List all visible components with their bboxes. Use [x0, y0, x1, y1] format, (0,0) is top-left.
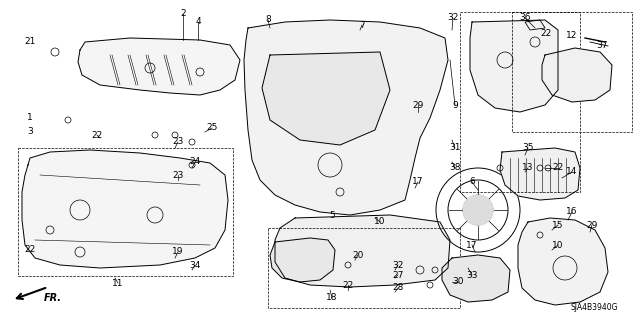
Polygon shape [442, 255, 510, 302]
Text: 17: 17 [467, 241, 477, 249]
Text: 33: 33 [467, 271, 477, 279]
Text: 11: 11 [112, 278, 124, 287]
Text: 22: 22 [342, 280, 354, 290]
Text: 5: 5 [329, 211, 335, 219]
Text: 21: 21 [24, 38, 36, 47]
Text: 22: 22 [552, 164, 564, 173]
Text: 2: 2 [180, 10, 186, 19]
Polygon shape [78, 38, 240, 95]
Polygon shape [22, 150, 228, 268]
Text: 22: 22 [92, 130, 102, 139]
Text: 18: 18 [326, 293, 338, 302]
Text: 37: 37 [596, 41, 608, 49]
Text: 6: 6 [469, 177, 475, 187]
Text: 10: 10 [552, 241, 564, 249]
Text: 17: 17 [412, 177, 424, 187]
Text: 29: 29 [412, 100, 424, 109]
Polygon shape [275, 215, 450, 287]
Text: 9: 9 [452, 100, 458, 109]
Text: 31: 31 [449, 144, 461, 152]
Text: 28: 28 [392, 284, 404, 293]
Text: 3: 3 [27, 128, 33, 137]
Text: 23: 23 [172, 137, 184, 146]
Text: 22: 22 [24, 246, 36, 255]
Text: 30: 30 [452, 278, 464, 286]
Text: 23: 23 [172, 170, 184, 180]
Text: 32: 32 [447, 13, 459, 23]
Polygon shape [500, 148, 580, 200]
Text: 16: 16 [566, 207, 578, 217]
Circle shape [463, 195, 493, 225]
Text: 22: 22 [540, 29, 552, 39]
Text: 15: 15 [552, 220, 564, 229]
Text: 14: 14 [566, 167, 578, 176]
Text: 25: 25 [206, 123, 218, 132]
Polygon shape [270, 238, 335, 282]
Text: 7: 7 [359, 20, 365, 29]
Text: 20: 20 [352, 250, 364, 259]
Text: 32: 32 [392, 261, 404, 270]
Text: FR.: FR. [44, 293, 62, 303]
Text: 35: 35 [522, 144, 534, 152]
Text: 13: 13 [522, 164, 534, 173]
Polygon shape [542, 48, 612, 102]
Polygon shape [470, 20, 558, 112]
Polygon shape [262, 52, 390, 145]
Text: 8: 8 [265, 16, 271, 25]
Text: 29: 29 [586, 220, 598, 229]
Polygon shape [244, 20, 448, 215]
Text: 1: 1 [27, 114, 33, 122]
Text: 10: 10 [374, 218, 386, 226]
Text: 36: 36 [519, 13, 531, 23]
Text: 27: 27 [392, 271, 404, 279]
Text: 38: 38 [449, 164, 461, 173]
Text: 12: 12 [566, 31, 578, 40]
Text: 24: 24 [189, 158, 200, 167]
Text: SJA4B3940G: SJA4B3940G [570, 303, 618, 312]
Polygon shape [518, 218, 608, 305]
Text: 19: 19 [172, 248, 184, 256]
Text: 4: 4 [195, 18, 201, 26]
Text: 34: 34 [189, 261, 201, 270]
